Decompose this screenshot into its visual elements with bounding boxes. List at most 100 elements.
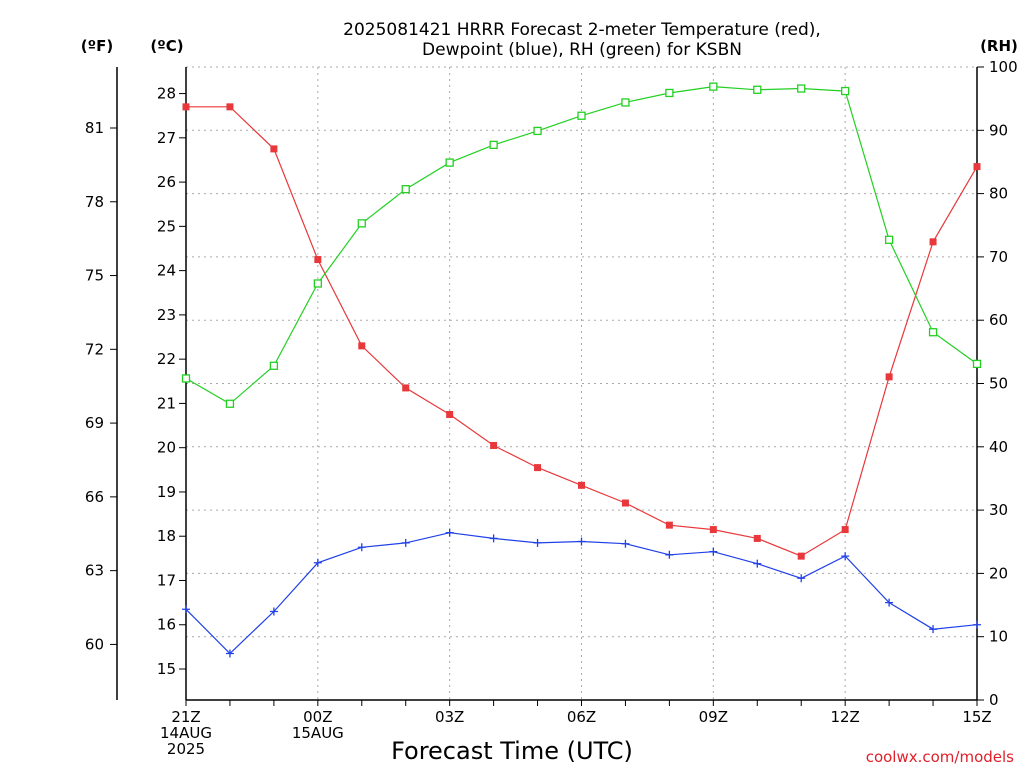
celsius-tick-label: 25 [157,217,176,235]
fahrenheit-tick-label: 72 [85,340,104,358]
data-point [533,538,542,547]
x-tick-label: 2025 [167,740,205,758]
data-point [402,384,410,392]
series-layer [181,82,982,658]
celsius-tick-label: 15 [157,660,176,678]
data-point [753,534,761,542]
celsius-tick-label: 19 [157,483,176,501]
data-point [709,82,718,91]
series-rh [181,82,982,408]
rh-tick-label: 90 [989,121,1008,139]
data-point [841,552,850,561]
celsius-tick-label: 24 [157,262,176,280]
data-point [270,145,278,153]
data-point [797,574,806,583]
celsius-tick-label: 21 [157,394,176,412]
data-point [665,521,673,529]
data-point [401,185,410,194]
data-point [357,219,366,228]
data-point [797,552,805,560]
rh-unit-label: (RH) [980,37,1018,55]
axes [110,66,984,706]
celsius-tick-label: 26 [157,173,176,191]
data-point [709,547,718,556]
rh-tick-label: 80 [989,185,1008,203]
celsius-unit-label: (ºC) [150,37,183,55]
celsius-tick-label: 16 [157,616,176,634]
celsius-tick-label: 22 [157,350,176,368]
x-tick-label: 21Z [171,708,200,726]
data-point [885,598,894,607]
series-2-meter-temperature [182,103,981,560]
grid-lines [186,66,977,700]
data-point [182,605,190,614]
data-point [269,361,279,370]
rh-tick-label: 100 [989,58,1018,76]
data-point [314,256,322,264]
data-point [358,342,366,350]
credit-label: coolwx.com/models [866,748,1014,766]
data-point [534,464,542,472]
data-point [929,625,938,634]
rh-tick-label: 50 [989,375,1008,393]
x-tick-label: 12Z [830,708,859,726]
rh-tick-label: 0 [989,691,999,709]
rh-tick-label: 40 [989,438,1008,456]
data-point [709,526,717,534]
data-point [753,85,762,94]
chart-title: 2025081421 HRRR Forecast 2-meter Tempera… [343,20,821,40]
data-point [577,537,586,546]
rh-tick-label: 30 [989,501,1008,519]
data-point [885,373,893,381]
data-point [797,84,806,93]
data-point [665,88,674,98]
fahrenheit-tick-label: 69 [85,414,104,432]
data-point [313,279,322,288]
tick-labels: 15 16 17 18 19 20 21 22 23 24 25 26 27 28 60 63 66 69 72 75… [85,58,1018,758]
data-point [753,559,762,568]
series-line [185,532,978,655]
x-tick-label: 15Z [962,708,991,726]
series-dewpoint [182,528,981,658]
celsius-tick-label: 18 [157,527,176,545]
data-point [972,359,982,369]
x-tick-label: 00Z [303,708,332,726]
data-point [884,235,894,244]
x-axis-label: Forecast Time (UTC) [391,737,633,765]
fahrenheit-tick-label: 63 [85,562,104,580]
x-tick-label: 06Z [567,708,596,726]
fahrenheit-tick-label: 60 [85,635,104,653]
rh-tick-label: 20 [989,564,1008,582]
data-point [225,399,235,408]
data-point [621,98,630,107]
data-point [929,238,937,246]
x-tick-label: 14AUG [160,724,212,742]
fahrenheit-tick-label: 66 [85,488,104,506]
data-point [225,649,234,658]
data-point [182,103,190,111]
data-point [181,374,191,383]
data-point [401,538,410,547]
data-point [841,86,850,96]
data-point [928,328,938,337]
fahrenheit-unit-label: (ºF) [81,37,113,55]
fahrenheit-tick-label: 81 [85,119,104,137]
data-point [489,140,498,150]
x-tick-label: 15AUG [292,724,344,742]
celsius-tick-label: 17 [157,571,176,589]
data-point [577,111,586,120]
data-point [973,620,981,629]
celsius-tick-label: 20 [157,439,176,457]
celsius-tick-label: 23 [157,306,176,324]
data-point [621,539,630,548]
data-point [490,441,498,449]
fahrenheit-tick-label: 78 [85,193,104,211]
chart-subtitle: Dewpoint (blue), RH (green) for KSBN [422,40,742,60]
data-point [357,543,366,552]
data-point [446,410,454,418]
rh-tick-label: 70 [989,248,1008,266]
x-tick-label: 09Z [699,708,728,726]
x-tick-label: 03Z [435,708,464,726]
data-point [841,526,849,534]
